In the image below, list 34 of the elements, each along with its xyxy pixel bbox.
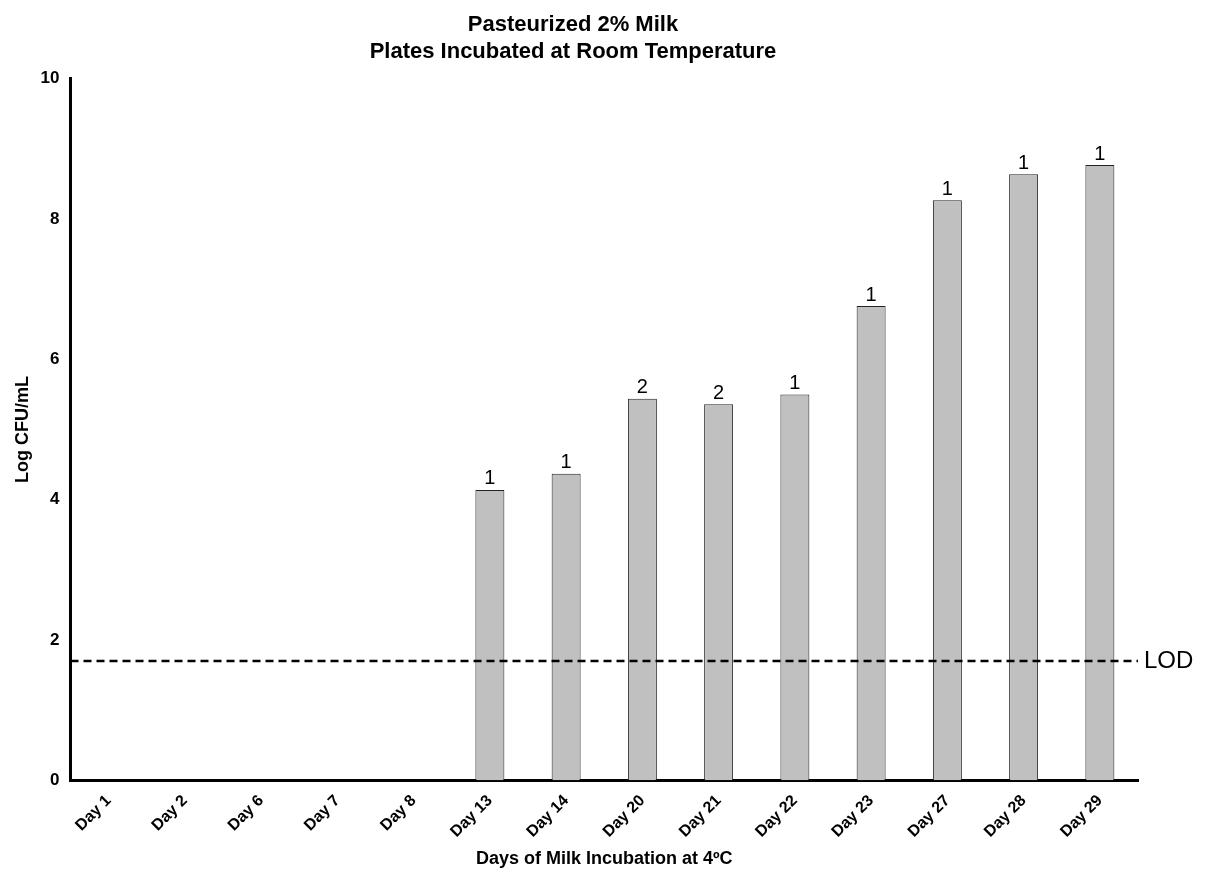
text: Plates Incubated at Room Temperature [369, 37, 777, 63]
x-tick-label: Day 27 [904, 791, 953, 840]
x-axis-title: Days of Milk Incubation at 4ºC [475, 848, 733, 869]
x-tick-label: Day 22 [751, 791, 801, 840]
annotation: 2 [713, 380, 725, 403]
annotation: 1 [1094, 141, 1106, 164]
x-tick-label: Day 21 [675, 791, 724, 840]
annotation: 1 [1018, 150, 1030, 173]
annotation: 1 [789, 371, 801, 394]
x-tick-label: Day 29 [1056, 791, 1106, 840]
annotation: 1 [941, 176, 953, 199]
x-tick-label: Day 13 [446, 791, 496, 840]
x-tick-label: Day 14 [522, 791, 572, 840]
y-tick-label: 10 [40, 68, 60, 88]
x-tick-label: Day 7 [300, 791, 343, 834]
x-tick-label: Day 1 [71, 791, 114, 834]
ref-line-label: LOD [1144, 645, 1194, 673]
x-tick-label: Day 28 [980, 791, 1029, 840]
text: Pasteurized 2% Milk [467, 11, 679, 37]
y-axis-title: Log CFU/mL [11, 376, 32, 484]
annotation: 2 [636, 375, 648, 398]
x-tick-label: Day 6 [224, 791, 267, 834]
annotation: 1 [484, 466, 496, 489]
y-tick-label: 0 [50, 770, 60, 790]
y-tick-label: 8 [50, 208, 60, 228]
annotation: 1 [560, 450, 572, 473]
y-tick-label: 2 [50, 629, 60, 649]
annotation: 1 [865, 282, 877, 305]
x-tick-label: Day 20 [599, 791, 648, 840]
x-tick-label: Day 8 [376, 791, 419, 834]
y-tick-label: 4 [50, 489, 61, 509]
y-tick-label: 6 [50, 349, 60, 369]
x-tick-label: Day 2 [147, 791, 191, 834]
x-tick-label: Day 23 [827, 791, 877, 840]
